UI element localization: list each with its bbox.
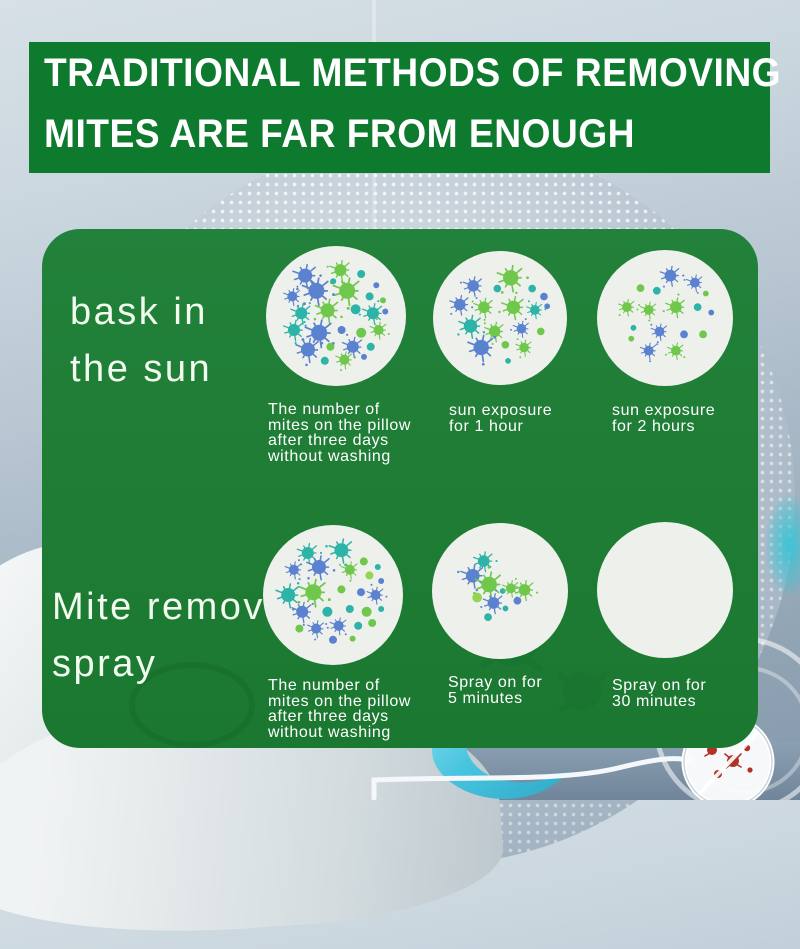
caption-line: without washing <box>268 449 411 465</box>
headline-line-2: MITES ARE FAR FROM ENOUGH <box>44 112 635 156</box>
caption-line: mites on the pillow <box>268 694 411 710</box>
headline-banner: TRADITIONAL METHODS OF REMOVING MITES AR… <box>29 42 770 173</box>
mite-dish-sun-1-hour <box>433 251 567 385</box>
caption-line: for 1 hour <box>449 419 552 435</box>
caption-line: sun exposure <box>612 403 715 419</box>
comparison-panel: bask in the sun The number of mites on t… <box>42 229 758 748</box>
caption-line: The number of <box>268 402 411 418</box>
teal-glow-accent <box>766 495 800 595</box>
caption-line: after three days <box>268 709 411 725</box>
method-label-line: the sun <box>70 341 212 398</box>
caption-line: without washing <box>268 725 411 741</box>
caption-before-sun: The number of mites on the pillow after … <box>268 402 411 464</box>
caption-sun-2-hours: sun exposure for 2 hours <box>612 403 715 434</box>
caption-line: for 2 hours <box>612 419 715 435</box>
caption-line: sun exposure <box>449 403 552 419</box>
mite-dish-sun-2-hours <box>597 250 733 386</box>
caption-line: 30 minutes <box>612 694 706 710</box>
caption-line: The number of <box>268 678 411 694</box>
mite-dish-before-spray <box>263 525 403 665</box>
caption-line: Spray on for <box>448 675 542 691</box>
caption-line: after three days <box>268 433 411 449</box>
caption-line: 5 minutes <box>448 691 542 707</box>
method-label-bask-in-the-sun: bask in the sun <box>70 284 212 398</box>
caption-spray-5-min: Spray on for 5 minutes <box>448 675 542 706</box>
mite-dish-spray-30-min <box>597 522 733 658</box>
headline-line-1: TRADITIONAL METHODS OF REMOVING <box>44 51 781 95</box>
method-label-line: bask in <box>70 284 212 341</box>
mite-dish-spray-5-min <box>432 523 568 659</box>
caption-sun-1-hour: sun exposure for 1 hour <box>449 403 552 434</box>
caption-line: Spray on for <box>612 678 706 694</box>
infographic-root: { "banner": { "line1": "TRADITIONAL METH… <box>0 0 800 800</box>
mite-dish-before-sun <box>266 246 406 386</box>
caption-spray-30-min: Spray on for 30 minutes <box>612 678 706 709</box>
caption-before-spray: The number of mites on the pillow after … <box>268 678 411 740</box>
caption-line: mites on the pillow <box>268 418 411 434</box>
